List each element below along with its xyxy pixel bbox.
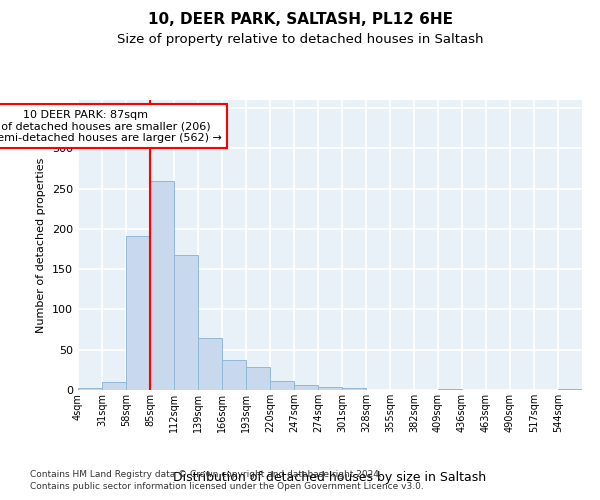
Bar [246,368,270,390]
X-axis label: Distribution of detached houses by size in Saltash: Distribution of detached houses by size … [173,471,487,484]
Bar [150,182,174,390]
Bar [222,360,246,390]
Bar [102,382,126,390]
Text: Size of property relative to detached houses in Saltash: Size of property relative to detached ho… [117,32,483,46]
Bar [174,256,198,390]
Bar [318,387,342,390]
Bar [342,388,366,390]
Text: Contains HM Land Registry data © Crown copyright and database right 2024.: Contains HM Land Registry data © Crown c… [30,470,382,479]
Bar [78,388,102,390]
Text: 10, DEER PARK, SALTASH, PL12 6HE: 10, DEER PARK, SALTASH, PL12 6HE [148,12,452,28]
Y-axis label: Number of detached properties: Number of detached properties [37,158,46,332]
Bar [294,385,318,390]
Text: Contains public sector information licensed under the Open Government Licence v3: Contains public sector information licen… [30,482,424,491]
Text: 10 DEER PARK: 87sqm
← 27% of detached houses are smaller (206)
73% of semi-detac: 10 DEER PARK: 87sqm ← 27% of detached ho… [0,110,221,143]
Bar [126,236,150,390]
Bar [438,389,462,390]
Bar [198,338,222,390]
Bar [270,381,294,390]
Bar [558,389,582,390]
